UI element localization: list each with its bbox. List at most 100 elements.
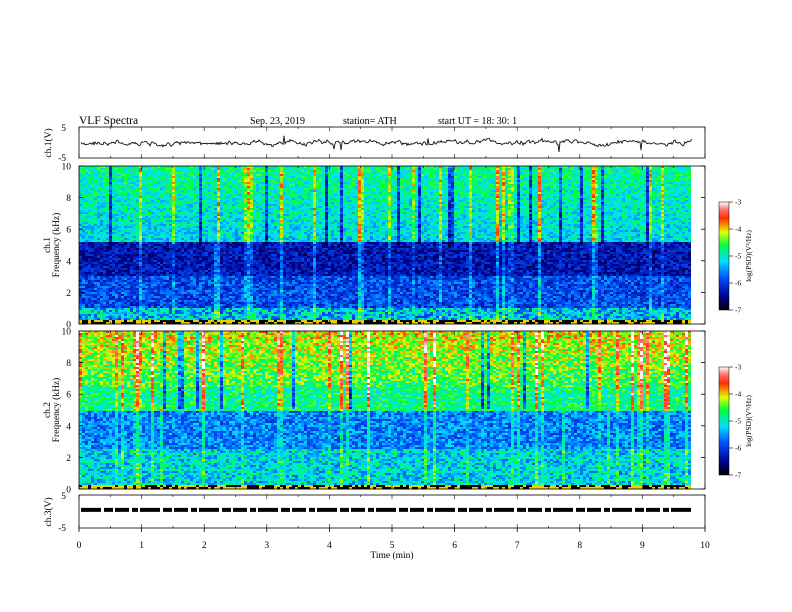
- spectrogram-cell: [343, 180, 347, 183]
- spectrogram-cell: [223, 206, 227, 209]
- spectrogram-cell: [280, 188, 284, 191]
- spectrogram-cell: [178, 192, 182, 195]
- spectrogram-cell: [163, 176, 167, 179]
- spectrogram-cell: [562, 202, 566, 205]
- spectrogram-cell: [544, 200, 548, 203]
- spectrogram-cell: [322, 180, 326, 183]
- spectrogram-cell: [91, 190, 95, 193]
- spectrogram-cell: [550, 190, 554, 193]
- spectrogram-cell: [589, 212, 593, 215]
- spectrogram-cell: [199, 206, 203, 209]
- spectrogram-cell: [382, 180, 386, 183]
- spectrogram-cell: [403, 192, 407, 195]
- spectrogram-cell: [217, 174, 221, 177]
- spectrogram-cell: [256, 190, 260, 193]
- spectrogram-cell: [445, 188, 449, 191]
- spectrogram-cell: [355, 192, 359, 195]
- spectrogram-cell: [385, 208, 389, 211]
- spectrogram-cell: [658, 168, 662, 171]
- spectrogram-cell: [280, 200, 284, 203]
- spectrogram-cell: [340, 166, 344, 169]
- spectrogram-cell: [358, 206, 362, 209]
- spectrogram-cell: [637, 182, 641, 185]
- spectrogram-cell: [577, 172, 581, 175]
- spectrogram-cell: [331, 214, 335, 217]
- spectrogram-cell: [463, 178, 467, 181]
- spectrogram-cell: [604, 208, 608, 211]
- spectrogram-cell: [613, 180, 617, 183]
- spectrogram-cell: [370, 202, 374, 205]
- spectrogram-cell: [505, 182, 509, 185]
- spectrogram-cell: [571, 188, 575, 191]
- spectrogram-cell: [91, 178, 95, 181]
- spectrogram-cell: [358, 192, 362, 195]
- spectrogram-cell: [469, 170, 473, 173]
- spectrogram-cell: [331, 196, 335, 199]
- spectrogram-cell: [82, 174, 86, 177]
- spectrogram-cell: [631, 180, 635, 183]
- spectrogram-cell: [154, 186, 158, 189]
- spectrogram-cell: [646, 196, 650, 199]
- spectrogram-cell: [442, 168, 446, 171]
- spectrogram-cell: [655, 182, 659, 185]
- spectrogram-cell: [544, 208, 548, 211]
- spectrogram-cell: [295, 176, 299, 179]
- spectrogram-cell: [556, 206, 560, 209]
- spectrogram-cell: [433, 174, 437, 177]
- spectrogram-cell: [448, 184, 452, 187]
- spectrogram-cell: [622, 212, 626, 215]
- spectrogram-cell: [196, 172, 200, 175]
- spectrogram-cell: [616, 212, 620, 215]
- spectrogram-cell: [157, 212, 161, 215]
- spectrogram-cell: [301, 172, 305, 175]
- spectrogram-cell: [157, 176, 161, 179]
- spectrogram-cell: [556, 174, 560, 177]
- spectrogram-cell: [322, 188, 326, 191]
- spectrogram-cell: [250, 182, 254, 185]
- spectrogram-cell: [376, 166, 380, 169]
- spectrogram-cell: [376, 204, 380, 207]
- spectrogram-cell: [595, 210, 599, 213]
- spectrogram-cell: [457, 182, 461, 185]
- spectrogram-cell: [142, 192, 146, 195]
- spectrogram-cell: [202, 182, 206, 185]
- spectrogram-cell: [349, 212, 353, 215]
- spectrogram-cell: [379, 188, 383, 191]
- spectrogram-cell: [232, 182, 236, 185]
- spectrogram-cell: [532, 168, 536, 171]
- spectrogram-cell: [253, 186, 257, 189]
- spectrogram-cell: [649, 204, 653, 207]
- spectrogram-cell: [358, 210, 362, 213]
- spectrogram-cell: [226, 196, 230, 199]
- spectrogram-cell: [385, 194, 389, 197]
- spectrogram-cell: [145, 206, 149, 209]
- spectrogram-cell: [433, 208, 437, 211]
- spectrogram-cell: [451, 182, 455, 185]
- spectrogram-cell: [256, 174, 260, 177]
- spectrogram-cell: [259, 182, 263, 185]
- spectrogram-cell: [592, 196, 596, 199]
- spectrogram-cell: [223, 166, 227, 169]
- spectrogram-cell: [409, 186, 413, 189]
- spectrogram-cell: [613, 178, 617, 181]
- spectrogram-cell: [685, 210, 689, 213]
- spectrogram-cell: [508, 188, 512, 191]
- spectrogram-cell: [580, 210, 584, 213]
- spectrogram-cell: [238, 192, 242, 195]
- spectrogram-cell: [124, 200, 128, 203]
- spectrogram-cell: [283, 174, 287, 177]
- spectrogram-cell: [547, 212, 551, 215]
- spectrogram-cell: [304, 194, 308, 197]
- spectrogram-cell: [106, 202, 110, 205]
- spectrogram-cell: [493, 184, 497, 187]
- spectrogram-cell: [451, 178, 455, 181]
- spectrogram-cell: [457, 176, 461, 179]
- spectrogram-cell: [391, 168, 395, 171]
- spectrogram-cell: [658, 182, 662, 185]
- spectrogram-cell: [478, 190, 482, 193]
- spectrogram-cell: [664, 182, 668, 185]
- spectrogram-cell: [97, 170, 101, 173]
- spectrogram-cell: [115, 210, 119, 213]
- spectrogram-cell: [181, 170, 185, 173]
- spectrogram-cell: [625, 172, 629, 175]
